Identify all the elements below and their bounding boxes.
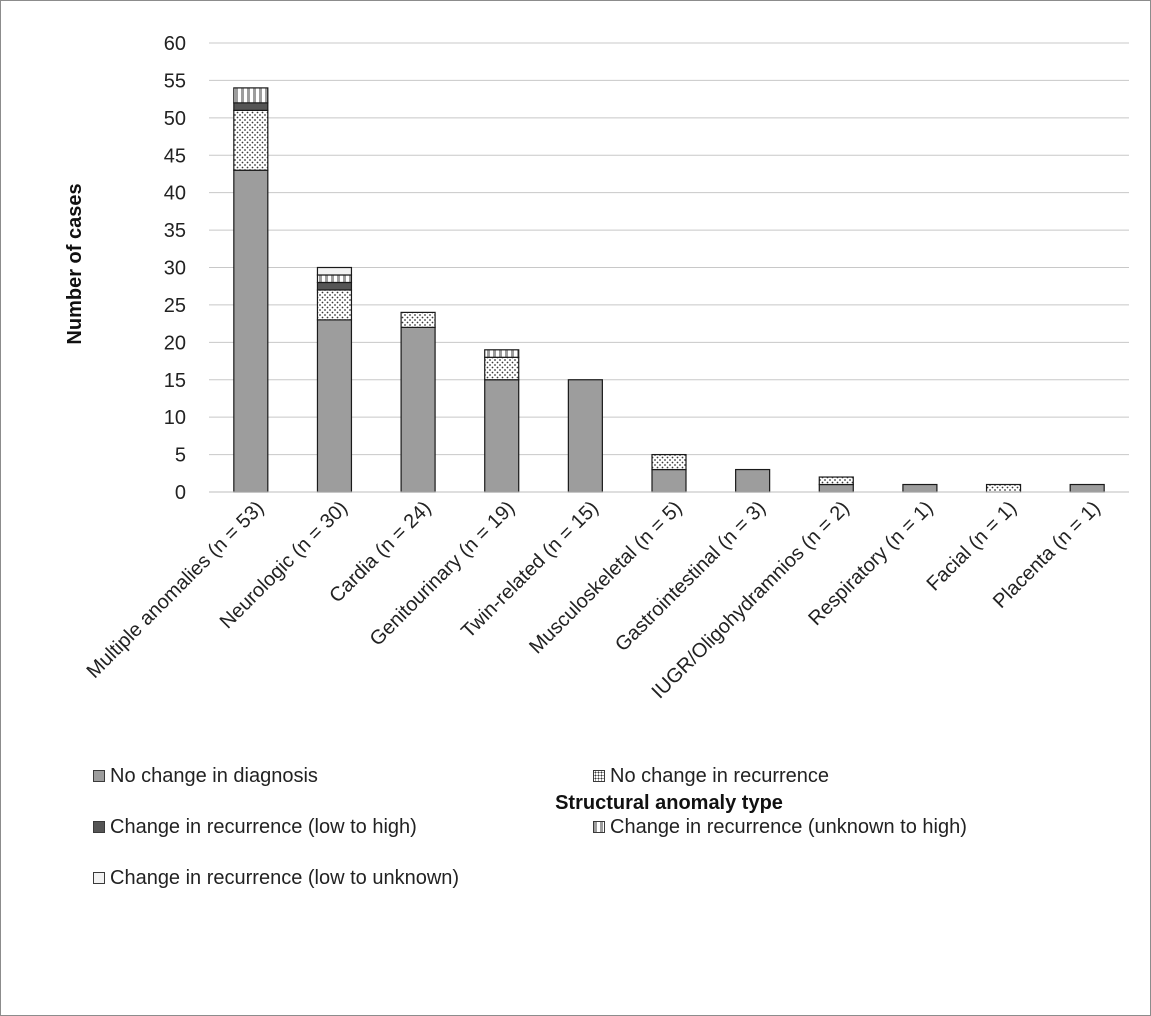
y-tick-label: 45 [164,145,186,167]
bar-segment [233,169,269,493]
bar-segment [818,476,854,486]
legend-row: No change in diagnosis No change in recur… [93,756,1133,796]
legend-label: Change in recurrence (unknown to high) [610,815,967,838]
bar-segment [902,483,938,493]
bar-segment [651,453,687,471]
legend-row: Change in recurrence (low to unknown) [93,858,1133,898]
x-category-label: Twin-related (n = 15) [457,497,603,643]
y-tick-label: 55 [164,70,186,92]
legend-swatch [93,770,105,782]
bar-segment [233,102,269,111]
bar-segment [484,356,520,381]
bar-segment [316,281,353,291]
legend-swatch [593,770,605,782]
legend-label: No change in recurrence [610,764,830,787]
x-category-label: Gastrointestinal (n = 3) [611,497,770,656]
bar-segment [818,483,854,493]
legend: No change in diagnosis No change in recur… [93,756,1133,909]
legend-swatch [93,821,105,833]
legend-swatch [593,821,605,833]
bar-segment [316,274,353,284]
x-axis-title: Structural anomaly type [555,792,783,814]
y-axis-title: Number of cases [64,183,86,344]
y-tick-label: 35 [164,220,186,242]
legend-item: Change in recurrence (unknown to high) [593,816,1093,839]
legend-label: Change in recurrence (low to unknown) [110,866,460,889]
y-tick-label: 5 [175,445,186,467]
y-tick-label: 20 [164,332,186,354]
y-tick-label: 10 [164,407,186,429]
gridlines [209,42,1129,493]
bar-segment [484,379,520,493]
legend-swatch [93,872,105,884]
legend-label: No change in diagnosis [110,764,318,787]
bar-segment [316,289,353,321]
y-tick-label: 25 [164,295,186,317]
bar-segment [316,319,353,493]
legend-row: Change in recurrence (low to high) Change… [93,807,1133,847]
bar-segment [484,349,520,358]
bar-segment [233,87,269,104]
bar-segment [400,326,436,493]
x-category-labels: Multiple anomalies (n = 53)Neurologic (n… [83,497,1105,703]
x-category-label: Multiple anomalies (n = 53) [83,497,269,683]
x-category-label: Musculoskeletal (n = 5) [525,497,686,658]
bar-segment [985,483,1022,493]
legend-item: Change in recurrence (low to unknown) [93,867,593,890]
y-tick-label: 40 [164,183,186,205]
legend-item: No change in diagnosis [93,765,593,788]
y-tick-label: 0 [175,482,186,504]
y-tick-label: 15 [164,370,186,392]
y-tick-labels: 0 5 10 15 20 25 30 35 40 45 50 55 60 [164,33,186,504]
legend-label: Change in recurrence (low to high) [110,815,417,838]
bars [209,87,1129,493]
bar-segment [1069,483,1105,493]
bar-segment [651,468,687,493]
bar-segment [233,109,269,171]
y-tick-label: 60 [164,33,186,55]
legend-item: Change in recurrence (low to high) [93,816,593,839]
bar-segment [316,266,353,276]
x-category-label: Genitourinary (n = 19) [366,497,520,651]
legend-item: No change in recurrence [593,765,1093,788]
bar-segment [735,468,771,493]
y-tick-label: 50 [164,108,186,130]
bar-segment [400,311,436,328]
bar-segment [567,379,603,493]
y-tick-label: 30 [164,258,186,280]
